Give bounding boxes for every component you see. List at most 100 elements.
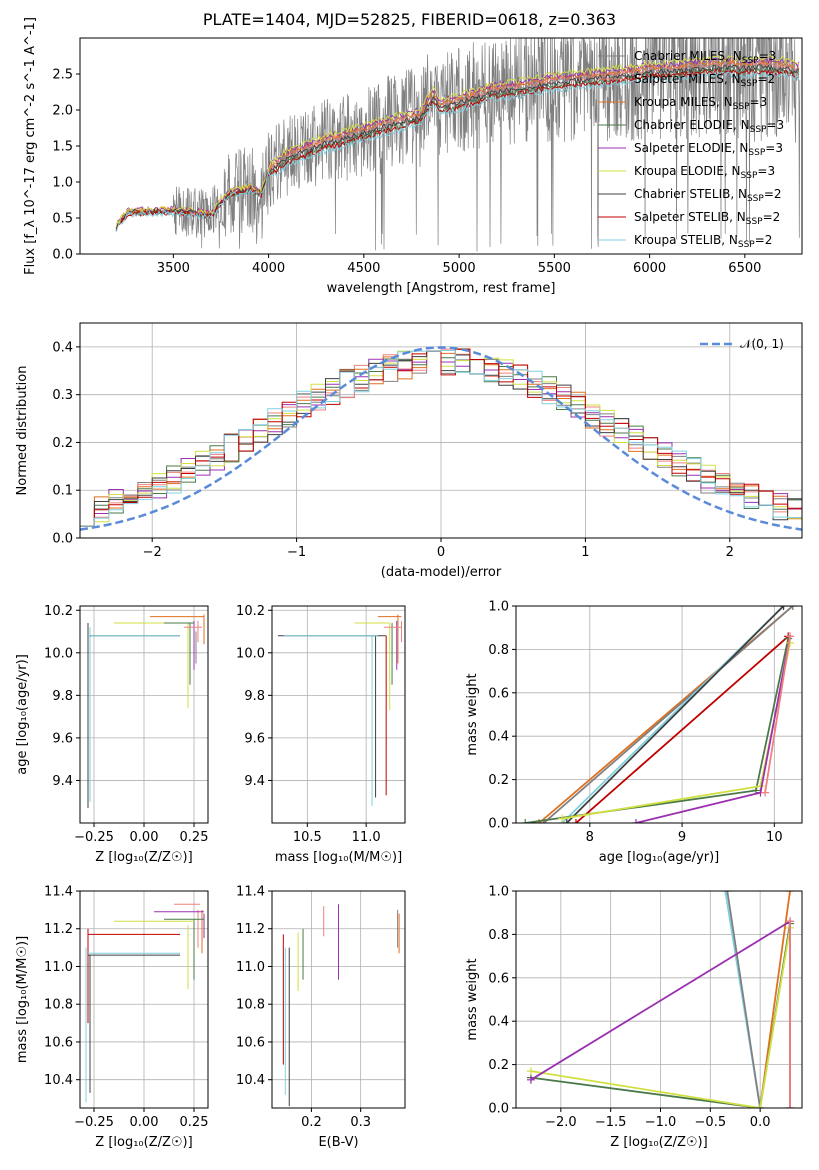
y-tick-label: 9.8 — [244, 689, 265, 704]
x-tick-label: 10 — [766, 830, 783, 845]
weight-marker — [571, 819, 580, 823]
weight-marker — [786, 1104, 795, 1108]
y-axis-label: Flux [f_λ 10^-17 erg cm^-2 s^-1 A^-1] — [23, 17, 38, 275]
age-vs-Z-axes: −0.25 0.00 0.25 9.4 9.6 9.8 10.0 10.2 Z [log₁₀(Z… — [15, 604, 209, 865]
y-tick-label: 0.4 — [488, 1015, 509, 1030]
x-tick-label: 0 — [437, 545, 445, 560]
x-tick-label: −1.5 — [595, 1115, 627, 1130]
y-tick-label: 9.4 — [244, 774, 265, 789]
axes-frame — [515, 890, 803, 1109]
y-tick-label: 11.4 — [236, 885, 265, 900]
y-tick-label: 0.2 — [488, 773, 509, 788]
y-tick-label: 10.6 — [236, 1035, 265, 1050]
y-tick-label: 9.4 — [52, 774, 73, 789]
y-tick-label: 0.4 — [488, 730, 509, 745]
weight-marker — [786, 891, 795, 895]
x-tick-label: 6500 — [728, 261, 761, 276]
y-tick-label: 0.8 — [488, 643, 509, 658]
model-line-3 — [115, 66, 800, 231]
legend-entry: Salpeter ELODIE, NSSP=3 — [634, 141, 783, 158]
weight-line — [530, 927, 791, 1108]
weight-marker — [756, 1104, 765, 1108]
y-tick-label: 1.0 — [488, 885, 509, 900]
y-tick-label: 9.8 — [52, 689, 73, 704]
weight-line — [575, 635, 789, 823]
x-tick-label: 0.25 — [180, 1115, 209, 1130]
y-tick-label: 10.8 — [44, 998, 73, 1013]
y-tick-label: 10.4 — [44, 1073, 73, 1088]
x-tick-label: 0.00 — [130, 830, 159, 845]
y-tick-label: 11.4 — [44, 885, 73, 900]
weight-marker — [562, 819, 571, 823]
x-tick-label: 3500 — [157, 261, 190, 276]
model-line-6 — [115, 64, 800, 231]
y-tick-label: 0.0 — [52, 248, 73, 263]
y-tick-label: 10.6 — [44, 1035, 73, 1050]
weight-marker — [526, 1075, 535, 1084]
weight-marker — [521, 819, 530, 823]
y-tick-label: 2.5 — [52, 68, 73, 83]
x-tick-label: −0.25 — [74, 830, 114, 845]
x-tick-label: 0.3 — [350, 1115, 371, 1130]
legend-entry: 𝒩(0, 1) — [740, 337, 784, 351]
y-axis-label: mass weight — [465, 673, 480, 755]
y-tick-label: 0.0 — [52, 532, 73, 547]
x-tick-label: 9 — [678, 830, 686, 845]
y-tick-label: 10.0 — [44, 646, 73, 661]
weight-line — [543, 606, 794, 823]
y-tick-label: 10.8 — [236, 998, 265, 1013]
residuals-axes: −2 −1 0 1 2 0.0 0.1 0.2 0.3 0.4 (data-model)/error… — [15, 322, 803, 580]
figure-title: PLATE=1404, MJD=52825, FIBERID=0618, z=0… — [202, 10, 617, 29]
y-tick-label: 11.2 — [44, 922, 73, 937]
spectrum-axes: 3500 4000 4500 5000 5500 6000 6500 0.0 0.5 1.0 1.5… — [23, 17, 803, 296]
x-tick-label: 8 — [586, 830, 594, 845]
legend-entry: Chabrier MILES, NSSP=3 — [634, 49, 776, 66]
weight-line — [566, 606, 785, 823]
spectrum-legend: Chabrier MILES, NSSP=3 Salpeter MILES, NS… — [598, 49, 784, 250]
x-tick-label: 5000 — [443, 261, 476, 276]
histogram-step-7 — [80, 348, 802, 527]
y-tick-label: 11.0 — [236, 960, 265, 975]
x-tick-label: 2 — [726, 545, 734, 560]
x-tick-label: 5500 — [538, 261, 571, 276]
x-axis-label: Z [log₁₀(Z/Z☉)] — [95, 1135, 192, 1150]
weight-marker — [779, 606, 788, 610]
x-tick-label: 0.00 — [130, 1115, 159, 1130]
weight-line — [764, 636, 791, 793]
weight-marker — [788, 606, 797, 610]
y-tick-label: 10.2 — [236, 604, 265, 619]
weight-marker — [786, 632, 795, 641]
y-axis-label: age [log₁₀(age/yr)] — [15, 654, 30, 775]
weight-line — [726, 891, 761, 1108]
legend-entry: Kroupa ELODIE, NSSP=3 — [634, 164, 775, 181]
y-tick-label: 0.2 — [52, 436, 73, 451]
y-tick-label: 2.0 — [52, 104, 73, 119]
y-axis-label: mass weight — [465, 958, 480, 1040]
axes-frame — [271, 890, 406, 1109]
y-tick-label: 0.3 — [52, 388, 73, 403]
x-tick-label: −2.0 — [545, 1115, 577, 1130]
weight-marker — [526, 1067, 535, 1076]
legend-entry: Kroupa MILES, NSSP=3 — [634, 95, 767, 112]
gaussian-curve — [79, 346, 803, 531]
axes-frame — [271, 605, 406, 824]
model-line-8 — [115, 70, 800, 233]
x-axis-label: wavelength [Angstrom, rest frame] — [327, 281, 556, 296]
weight-marker — [761, 788, 770, 797]
x-tick-label: −1 — [287, 545, 306, 560]
y-tick-label: 0.5 — [52, 212, 73, 227]
model-line-7 — [115, 67, 800, 232]
legend-entry: Salpeter MILES, NSSP=2 — [634, 72, 775, 89]
x-tick-label: 0.2 — [301, 1115, 322, 1130]
age-vs-mass-axes: 10.5 11.0 9.4 9.6 9.8 10.0 10.2 mass [log₁₀(M/M… — [236, 604, 406, 865]
weight-marker — [631, 819, 640, 823]
x-tick-label: 11.0 — [352, 830, 381, 845]
histogram-step-8 — [80, 350, 802, 527]
model-line-5 — [115, 55, 800, 228]
y-tick-label: 0.8 — [488, 928, 509, 943]
y-tick-label: 0.1 — [52, 484, 73, 499]
x-axis-label: E(B-V) — [318, 1135, 358, 1150]
x-tick-label: −2 — [143, 545, 162, 560]
y-tick-label: 0.6 — [488, 686, 509, 701]
